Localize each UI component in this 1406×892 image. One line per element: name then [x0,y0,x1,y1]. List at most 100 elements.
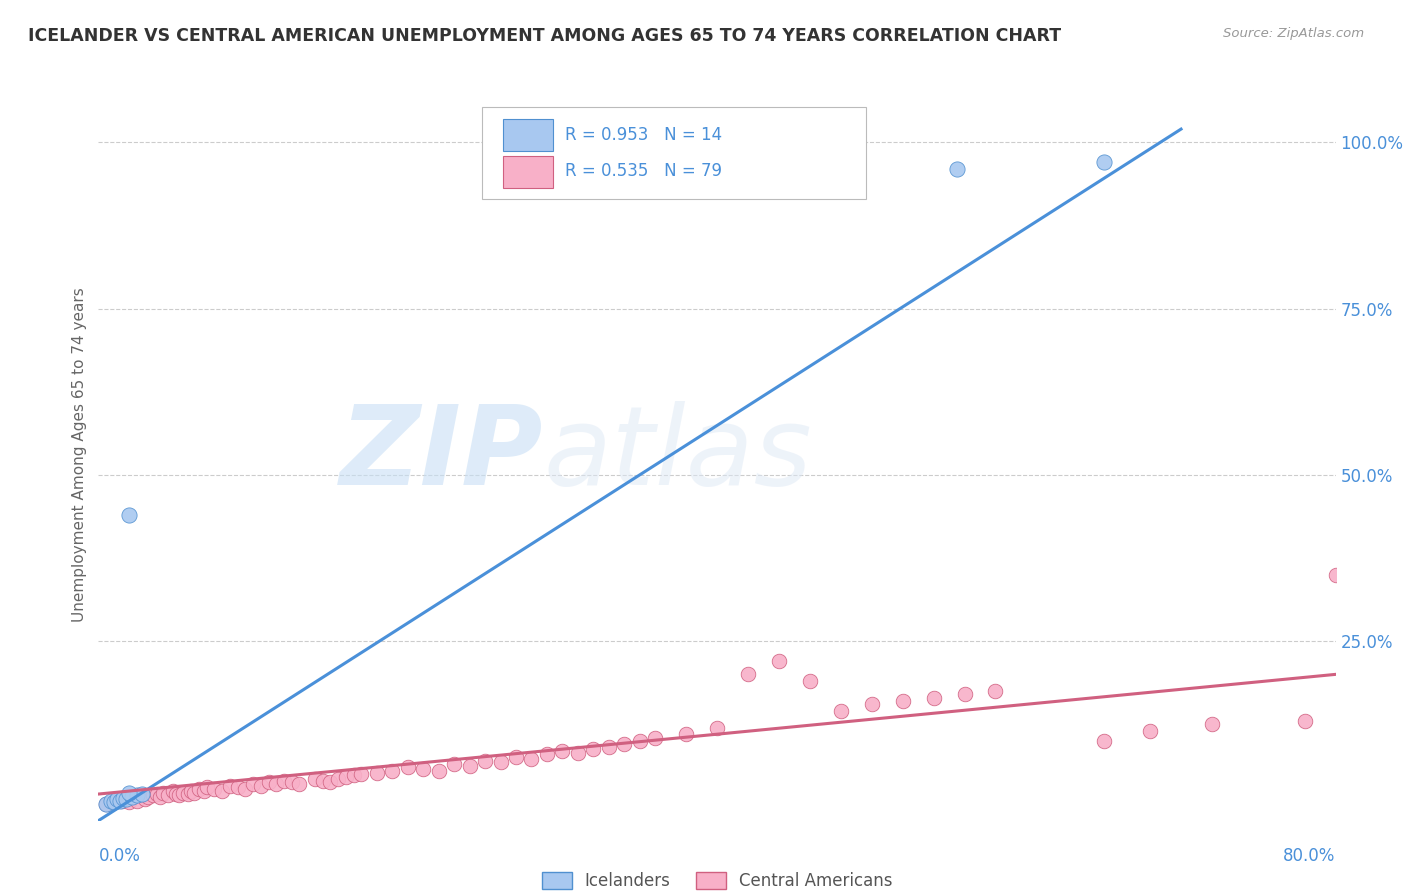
Point [111,794,134,808]
Point [319,775,342,789]
Point [219,779,242,793]
Point [146,787,169,801]
Text: R = 0.953   N = 14: R = 0.953 N = 14 [565,126,723,144]
Point [799,673,821,688]
Text: Source: ZipAtlas.com: Source: ZipAtlas.com [1223,27,1364,40]
Point [96,797,118,811]
Point [165,787,187,801]
Point [458,759,481,773]
Point [167,789,190,803]
Point [312,773,335,788]
Point [489,755,512,769]
Point [127,789,149,803]
Point [891,694,914,708]
Point [613,737,636,751]
Point [706,721,728,735]
Point [922,690,945,705]
Point [131,789,153,803]
Point [193,783,215,797]
Point [281,775,304,789]
Point [1092,155,1115,169]
Text: R = 0.535   N = 79: R = 0.535 N = 79 [565,162,721,180]
Point [288,777,311,791]
Point [1201,717,1223,731]
Point [582,741,605,756]
Point [142,789,165,803]
Point [396,760,419,774]
Point [103,795,125,809]
Point [157,789,180,803]
Point [121,790,143,805]
Point [266,777,288,791]
Point [136,790,159,805]
Point [1139,723,1161,738]
Point [211,783,233,797]
Point [118,795,141,809]
Point [183,786,205,800]
Point [343,768,366,782]
Point [121,790,143,805]
Point [768,654,790,668]
Legend: Icelanders, Central Americans: Icelanders, Central Americans [534,865,900,892]
Point [505,750,527,764]
Text: 0.0%: 0.0% [98,847,141,865]
Point [474,754,496,768]
Point [737,667,759,681]
Point [162,783,184,797]
Point [675,727,697,741]
Point [1294,714,1316,728]
Point [108,794,131,808]
Point [1092,734,1115,748]
Point [96,797,118,811]
Text: atlas: atlas [544,401,813,508]
Point [953,687,976,701]
Point [273,773,295,788]
Point [628,734,651,748]
Point [520,752,543,766]
Point [984,684,1007,698]
Point [112,791,135,805]
Point [195,780,218,795]
Point [250,779,273,793]
Point [115,792,138,806]
Point [134,792,156,806]
Point [326,772,350,787]
Point [381,764,404,778]
Point [536,747,558,761]
Point [235,781,257,796]
Point [335,771,357,785]
Point [173,786,195,800]
Point [350,767,373,781]
Point [946,161,969,176]
Point [551,744,574,758]
Point [366,765,388,780]
Point [115,792,138,806]
Point [427,764,450,778]
Bar [503,120,553,152]
Point [188,781,211,796]
Text: ICELANDER VS CENTRAL AMERICAN UNEMPLOYMENT AMONG AGES 65 TO 74 YEARS CORRELATION: ICELANDER VS CENTRAL AMERICAN UNEMPLOYME… [28,27,1062,45]
Point [127,794,149,808]
Text: 80.0%: 80.0% [1284,847,1336,865]
Point [152,786,174,800]
Point [412,762,434,776]
Point [830,704,852,718]
Y-axis label: Unemployment Among Ages 65 to 74 years: Unemployment Among Ages 65 to 74 years [72,287,87,623]
Point [149,790,172,805]
Point [204,781,226,796]
Point [103,795,125,809]
Point [257,775,280,789]
Point [118,508,141,522]
Point [226,780,249,795]
Point [118,786,141,800]
Point [242,777,264,791]
Point [180,783,202,797]
Bar [503,156,553,188]
Point [105,792,128,806]
Point [304,772,326,787]
Point [131,787,153,801]
Point [567,746,589,760]
Point [860,698,883,712]
Point [177,787,200,801]
Point [443,757,465,772]
